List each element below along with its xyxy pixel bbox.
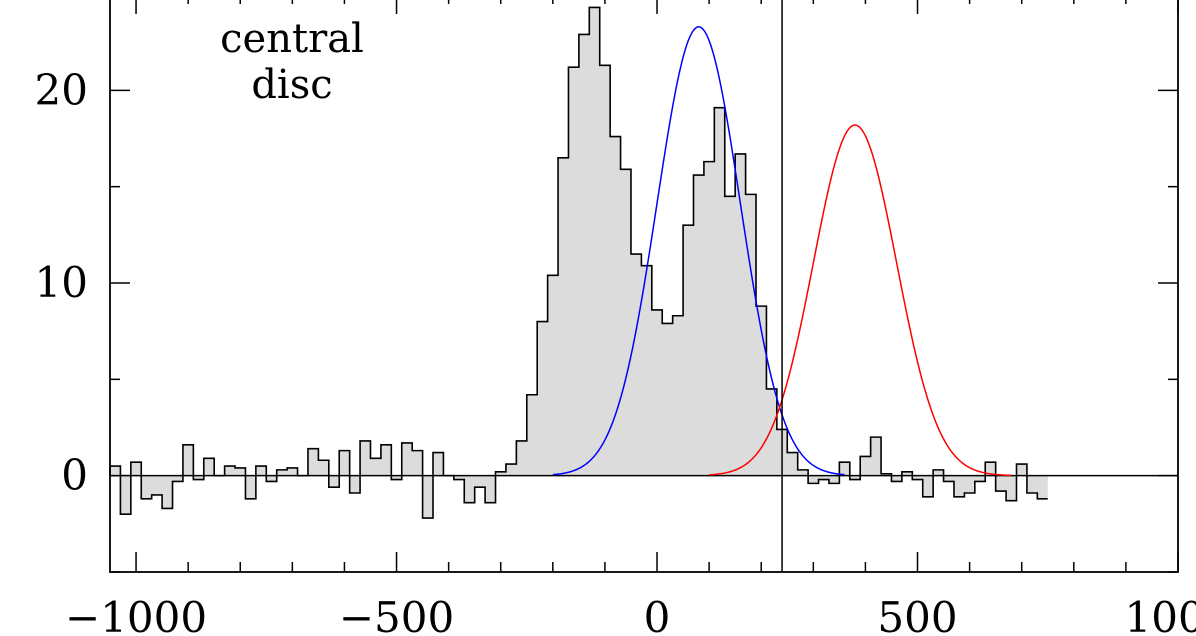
x-tick-label: 1000: [1125, 593, 1196, 636]
gaussian-curve-2: [709, 124, 1012, 477]
y-tick-label: 0: [61, 451, 88, 500]
annotation-line-1: central: [220, 16, 364, 62]
gaussian-curves: [552, 25, 1012, 477]
x-tick-label: 0: [644, 593, 671, 636]
plot-frame: [109, 0, 1179, 573]
x-tick-label: 500: [877, 593, 957, 636]
y-tick-label: 10: [35, 258, 88, 307]
gaussian-curve-1: [552, 25, 845, 476]
y-tick-label: 20: [35, 65, 88, 114]
x-tick-label: −500: [339, 593, 454, 636]
annotation-line-2: disc: [251, 62, 332, 108]
histogram-outline: [109, 6, 1048, 519]
x-tick-label: −1000: [65, 593, 207, 636]
tick-labels: −1000 −500 0 500 1000 0 10 20: [35, 65, 1196, 636]
histogram-fill: [110, 7, 1048, 519]
